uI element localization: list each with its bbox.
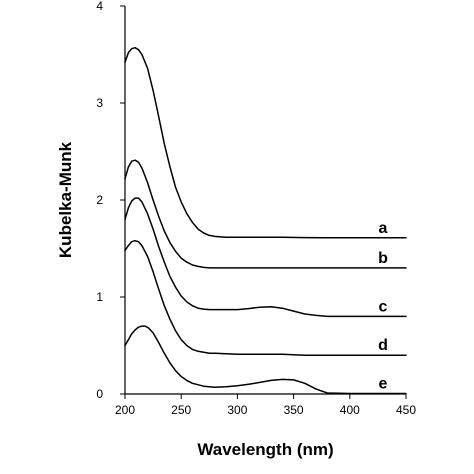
x-ticks: 200 250 300 350 400 450 xyxy=(115,394,416,417)
x-tick-label-0: 200 xyxy=(115,403,135,417)
series-line-b xyxy=(124,159,407,269)
y-ticks: 0 1 2 3 4 xyxy=(96,0,125,401)
y-tick-label-2: 2 xyxy=(96,193,103,207)
series-label-e: e xyxy=(379,376,388,393)
y-tick-label-1: 1 xyxy=(96,290,103,304)
series-line-d xyxy=(124,239,407,356)
x-tick-label-2: 300 xyxy=(227,403,247,417)
x-tick-label-1: 250 xyxy=(171,403,191,417)
x-tick-label-4: 400 xyxy=(340,403,360,417)
series-line-c xyxy=(124,197,407,318)
series-label-d: d xyxy=(378,337,388,354)
series-line-a xyxy=(124,46,407,239)
y-axis-title: Kubelka-Munk xyxy=(56,141,75,258)
y-tick-label-4: 4 xyxy=(96,0,103,13)
y-tick-label-0: 0 xyxy=(96,387,103,401)
axes xyxy=(124,6,406,395)
series-line-e xyxy=(124,325,407,395)
x-tick-label-3: 350 xyxy=(284,403,304,417)
series-label-b: b xyxy=(378,250,388,267)
x-axis-title: Wavelength (nm) xyxy=(197,440,333,459)
y-tick-label-3: 3 xyxy=(96,96,103,110)
series-group: ab c d e xyxy=(124,46,407,395)
series-label-a: a xyxy=(379,220,388,237)
x-tick-label-5: 450 xyxy=(396,403,416,417)
series-label-c: c xyxy=(379,298,388,315)
